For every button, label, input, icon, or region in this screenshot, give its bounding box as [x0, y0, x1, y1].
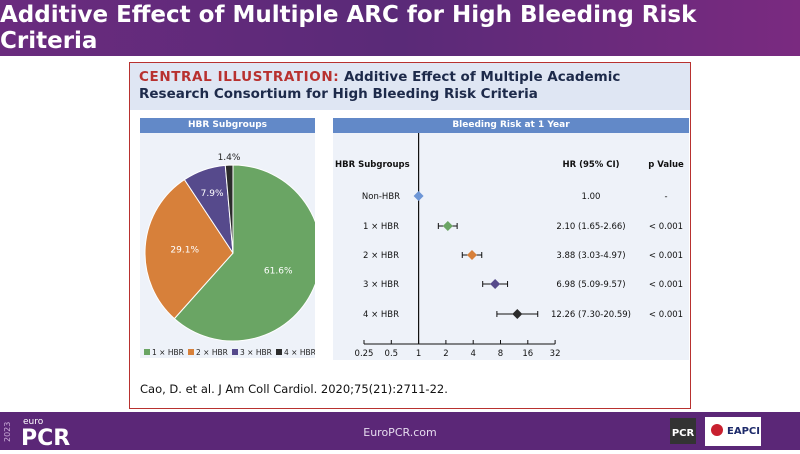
footer: 2023 euro PCR EuroPCR.com PCR EAPCI	[0, 412, 800, 451]
hr-text: 1.00	[582, 192, 601, 202]
p-value: < 0.001	[649, 310, 683, 320]
pie-label: 1.4%	[218, 153, 241, 163]
row-label: 2 × HBR	[363, 251, 399, 261]
legend-label: 4 × HBR	[284, 348, 315, 357]
legend-label: 1 × HBR	[152, 348, 184, 357]
pie-label: 7.9%	[201, 189, 224, 199]
pie-slice-4	[224, 164, 234, 254]
col-header-group: HBR Subgroups	[335, 160, 410, 170]
legend-swatch	[144, 349, 150, 355]
central-illustration-card: CENTRAL ILLUSTRATION: Additive Effect of…	[129, 62, 691, 409]
footer-url[interactable]: EuroPCR.com	[363, 426, 437, 439]
x-tick-label: 16	[522, 349, 533, 359]
legend-swatch	[276, 349, 282, 355]
card-title: Additive Effect of Multiple Academic Res…	[139, 69, 621, 102]
legend-swatch	[188, 349, 194, 355]
row-label: 3 × HBR	[363, 280, 399, 290]
x-tick-label: 4	[470, 349, 475, 359]
legend-label: 2 × HBR	[196, 348, 228, 357]
legend-label: 3 × HBR	[240, 348, 272, 357]
hr-marker	[467, 250, 478, 260]
pie-label: 29.1%	[170, 246, 199, 256]
card-header: CENTRAL ILLUSTRATION: Additive Effect of…	[130, 63, 690, 110]
x-tick-label: 32	[550, 349, 561, 359]
pie-chart: 61.6% 29.1% 7.9% 1.4% 1 × HBR 2 × HBR 3 × HBR 4…	[144, 153, 322, 357]
pie-slice-2	[144, 178, 234, 320]
row-label: Non-HBR	[362, 192, 400, 202]
p-value: < 0.001	[649, 251, 683, 261]
card-label: CENTRAL ILLUSTRATION:	[139, 69, 340, 85]
forest-title: Bleeding Risk at 1 Year	[333, 118, 689, 133]
p-value: < 0.001	[649, 280, 683, 290]
pcr-logo: PCR	[672, 428, 695, 439]
forest-panel: Bleeding Risk at 1 Year HBR Subgroups HR …	[333, 118, 689, 360]
pcr-logo-bg	[670, 418, 696, 444]
x-tick-label: 0.25	[355, 349, 374, 359]
pie-panel: HBR Subgroups 61.6% 29.1% 7.9% 1.4% 1 × HBR 2…	[140, 118, 322, 358]
hr-marker	[512, 309, 523, 319]
hr-text: 12.26 (7.30-20.59)	[551, 310, 631, 320]
hr-text: 2.10 (1.65-2.66)	[556, 222, 625, 232]
slide-title: Additive Effect of Multiple ARC for High…	[0, 0, 800, 56]
x-tick-label: 0.5	[385, 349, 399, 359]
hr-marker	[490, 279, 501, 289]
p-value: < 0.001	[649, 222, 683, 232]
forest-plot: HBR Subgroups HR (95% CI) p Value Non-HBR 1.…	[335, 133, 684, 359]
row-label: 1 × HBR	[363, 222, 399, 232]
hr-text: 6.98 (5.09-9.57)	[556, 280, 625, 290]
row-label: 4 × HBR	[363, 310, 399, 320]
x-tick-label: 8	[498, 349, 503, 359]
footer-brand-small: euro	[23, 417, 44, 427]
citation: Cao, D. et al. J Am Coll Cardiol. 2020;7…	[140, 382, 448, 396]
europcr-logo: PCR	[21, 426, 70, 450]
eapci-logo: EAPCI	[727, 426, 760, 437]
footer-year: 2023	[3, 422, 12, 442]
x-tick-label: 1	[416, 349, 421, 359]
heart-icon	[711, 424, 723, 436]
hr-marker	[442, 221, 453, 231]
hr-text: 3.88 (3.03-4.97)	[556, 251, 625, 261]
col-header-hr: HR (95% CI)	[562, 160, 619, 170]
pie-label: 61.6%	[264, 266, 293, 276]
pie-title: HBR Subgroups	[140, 118, 315, 133]
col-header-p: p Value	[648, 160, 684, 170]
x-tick-label: 2	[443, 349, 448, 359]
legend-swatch	[232, 349, 238, 355]
p-value: -	[664, 192, 667, 202]
hr-marker	[413, 191, 424, 201]
